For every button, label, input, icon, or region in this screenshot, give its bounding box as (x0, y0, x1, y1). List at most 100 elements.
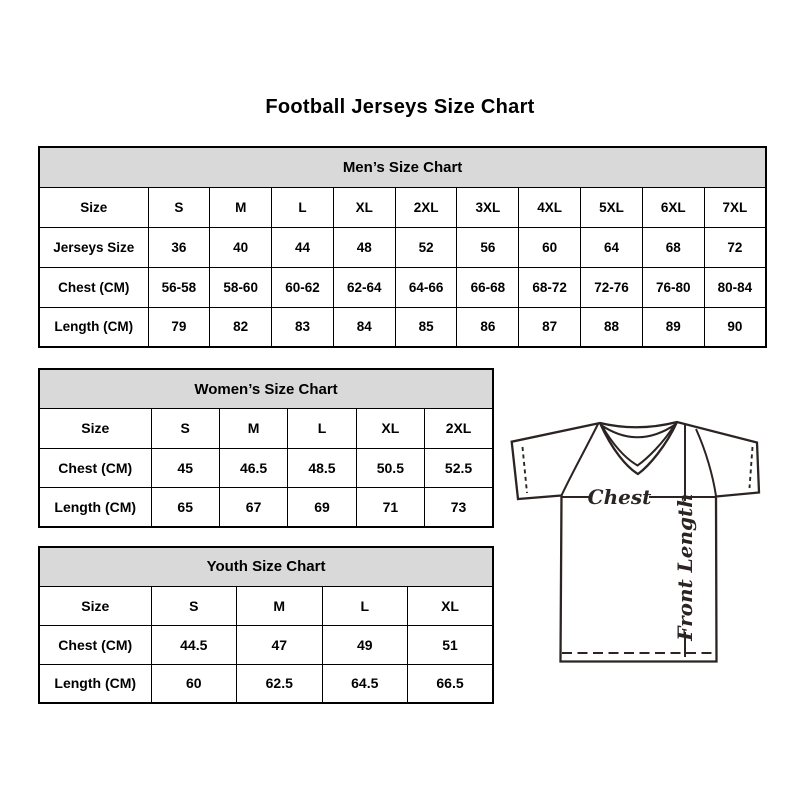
table-cell: 7XL (703, 186, 767, 228)
table-row: Size S M L XL 2XL (38, 408, 494, 449)
table-cell: 87 (518, 306, 582, 348)
table-cell: 90 (703, 306, 767, 348)
table-cell: L (271, 186, 334, 228)
table-cell: 64 (580, 226, 643, 268)
table-row: Length (CM) 65 67 69 71 73 (38, 487, 494, 528)
row-label-cell: Chest (CM) (38, 266, 149, 308)
table-cell: L (287, 408, 357, 449)
table-cell: 79 (147, 306, 211, 348)
table-cell: 82 (209, 306, 273, 348)
table-row: Chest (CM) 45 46.5 48.5 50.5 52.5 (38, 447, 494, 488)
table-cell: 36 (147, 226, 211, 268)
table-cell: 67 (218, 487, 289, 528)
row-label-cell: Size (38, 408, 152, 449)
chest-label: Chest (588, 485, 652, 509)
table-cell: 56 (456, 226, 520, 268)
table-row: Chest (CM) 44.5 47 49 51 (38, 624, 494, 665)
table-cell: 48 (332, 226, 396, 268)
table-cell: 60 (150, 663, 237, 704)
table-cell: 47 (236, 624, 323, 665)
table-cell: 40 (209, 226, 273, 268)
table-header-row: Youth Size Chart (38, 546, 494, 587)
table-cell: 4XL (518, 186, 582, 228)
table-cell: 56-58 (147, 266, 211, 308)
table-cell: 49 (321, 624, 408, 665)
table-cell: S (150, 408, 220, 449)
mens-size-table: Men’s Size Chart Size S M L XL 2XL 3XL 4… (38, 146, 768, 348)
table-row: Chest (CM) 56-58 58-60 60-62 62-64 64-66… (38, 266, 767, 308)
row-label-cell: Jerseys Size (38, 226, 149, 268)
table-row: Length (CM) 79 82 83 84 85 86 87 88 89 9… (38, 306, 767, 348)
sleeve-seam-right (695, 428, 717, 497)
table-cell: 83 (271, 306, 334, 348)
table-cell: 72 (703, 226, 767, 268)
table-cell: 60 (518, 226, 582, 268)
row-label-cell: Length (CM) (38, 487, 152, 528)
table-cell: 6XL (641, 186, 705, 228)
table-cell: M (236, 585, 323, 626)
table-cell: 64.5 (321, 663, 408, 704)
table-header-row: Men’s Size Chart (38, 146, 767, 188)
table-cell: 66-68 (456, 266, 520, 308)
jersey-outline (510, 420, 761, 663)
table-cell: L (321, 585, 408, 626)
table-cell: 76-80 (641, 266, 705, 308)
table-cell: 62.5 (236, 663, 323, 704)
collar-arc (600, 423, 677, 439)
table-cell: 86 (456, 306, 520, 348)
table-cell: 52 (394, 226, 458, 268)
table-header-row: Women’s Size Chart (38, 368, 494, 409)
table-cell: 3XL (456, 186, 520, 228)
table-cell: 66.5 (407, 663, 494, 704)
collar-outer-v (598, 421, 679, 476)
table-cell: 69 (287, 487, 357, 528)
table-cell: 88 (580, 306, 643, 348)
table-cell: S (150, 585, 237, 626)
womens-size-table: Women’s Size Chart Size S M L XL 2XL Che… (38, 368, 495, 528)
table-cell: S (147, 186, 211, 228)
jersey-measurement-diagram: Chest Front Length (510, 420, 761, 663)
table-cell: 65 (150, 487, 220, 528)
table-cell: XL (332, 186, 396, 228)
table-cell: 58-60 (209, 266, 273, 308)
row-label-cell: Chest (CM) (38, 447, 152, 488)
table-cell: 68 (641, 226, 705, 268)
table-cell: 45 (150, 447, 220, 488)
front-length-label: Front Length (673, 493, 697, 642)
row-label-cell: Size (38, 186, 149, 228)
table-cell: 68-72 (518, 266, 582, 308)
table-cell: 51 (407, 624, 494, 665)
table-cell: 44.5 (150, 624, 237, 665)
page-title: Football Jerseys Size Chart (265, 96, 535, 118)
table-cell: M (209, 186, 273, 228)
table-cell: 85 (394, 306, 458, 348)
row-label-cell: Size (38, 585, 152, 626)
row-label-cell: Length (CM) (38, 663, 152, 704)
table-cell: 44 (271, 226, 334, 268)
youth-table-title: Youth Size Chart (38, 546, 494, 587)
table-row: Size S M L XL (38, 585, 494, 626)
row-label-cell: Chest (CM) (38, 624, 152, 665)
cuff-stitch-dash-left (521, 446, 528, 494)
table-cell: 64-66 (394, 266, 458, 308)
table-cell: 89 (641, 306, 705, 348)
table-cell: 5XL (580, 186, 643, 228)
youth-size-table: Youth Size Chart Size S M L XL Chest (CM… (38, 546, 495, 704)
sleeve-seam-left (560, 423, 599, 496)
table-cell: 62-64 (332, 266, 396, 308)
table-row: Length (CM) 60 62.5 64.5 66.5 (38, 663, 494, 704)
womens-table-title: Women’s Size Chart (38, 368, 494, 409)
table-cell: 80-84 (703, 266, 767, 308)
table-cell: 46.5 (218, 447, 289, 488)
table-cell: 2XL (424, 408, 494, 449)
table-cell: 73 (424, 487, 494, 528)
table-cell: 71 (355, 487, 426, 528)
mens-table-title: Men’s Size Chart (38, 146, 767, 188)
table-cell: XL (407, 585, 494, 626)
table-row: Size S M L XL 2XL 3XL 4XL 5XL 6XL 7XL (38, 186, 767, 228)
table-cell: 84 (332, 306, 396, 348)
table-cell: XL (355, 408, 426, 449)
collar-inner-v (601, 423, 676, 467)
table-cell: 50.5 (355, 447, 426, 488)
cuff-stitch-dash-right (748, 446, 754, 489)
